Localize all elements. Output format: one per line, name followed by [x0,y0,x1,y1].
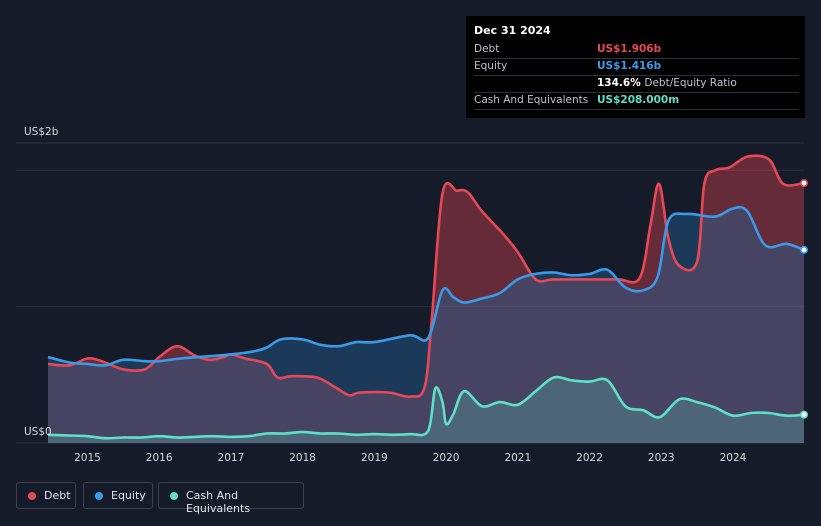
legend-label: Cash And Equivalents [186,489,251,515]
legend-item-cash[interactable]: Cash And Equivalents [158,482,304,515]
tooltip-row-equity: Equity US$1.416b [474,58,799,76]
tooltip-label: Cash And Equivalents [474,94,589,106]
tooltip-ratio-value: 134.6% [597,77,641,89]
tooltip-label: Debt [474,43,500,55]
area-equity [48,207,804,443]
line-equity [47,205,805,367]
grid-layer [16,142,804,444]
tooltip-label: Equity [474,60,508,72]
tick-layer: 2015 2016 2017 2018 2019 2020 2021 2022 2023 2024 [74,452,747,464]
line-debt [47,154,805,399]
x-tick-label: 2015 [74,452,101,464]
x-tick-label: 2024 [720,452,747,464]
area-cash-and-equivalents [48,377,804,443]
tooltip-row-debt: Debt US$1.906b [474,41,799,59]
x-tick-label: 2020 [433,452,460,464]
tooltip-date: Dec 31 2024 [474,24,551,37]
legend-label: Equity [111,489,146,502]
tooltip-value: US$1.416b [597,60,662,72]
line-cash-and-equivalents [47,375,805,440]
end-marker [799,245,808,254]
marker-layer [799,179,808,419]
end-marker [799,410,808,419]
tooltip-ratio-suffix: Debt/Equity Ratio [644,77,737,89]
line-layer [47,154,805,440]
x-tick-label: 2016 [146,452,173,464]
end-marker [799,179,808,188]
area-debt [48,155,804,443]
x-tick-label: 2018 [289,452,316,464]
y-axis-label-bottom: US$0 [24,426,52,438]
x-tick-label: 2023 [648,452,675,464]
tooltip-row-ratio: 134.6% Debt/Equity Ratio [474,75,799,93]
y-axis-label-top: US$2b [24,126,59,138]
equity-dot-icon [95,492,103,500]
tooltip-panel: Dec 31 2024 Debt US$1.906b Equity US$1.4… [466,16,805,118]
tooltip-value: US$1.906b [597,43,662,55]
debt-dot-icon [28,492,36,500]
x-tick-label: 2017 [218,452,245,464]
cash-dot-icon [170,492,178,500]
area-layer [48,155,804,443]
legend-item-debt[interactable]: Debt [16,482,76,509]
x-tick-label: 2022 [576,452,603,464]
tooltip-row-cash: Cash And Equivalents US$208.000m [474,92,799,110]
legend-label: Debt [44,489,71,502]
x-tick-label: 2021 [504,452,531,464]
tooltip-value: US$208.000m [597,94,680,106]
x-tick-label: 2019 [361,452,388,464]
legend-item-equity[interactable]: Equity [83,482,153,509]
